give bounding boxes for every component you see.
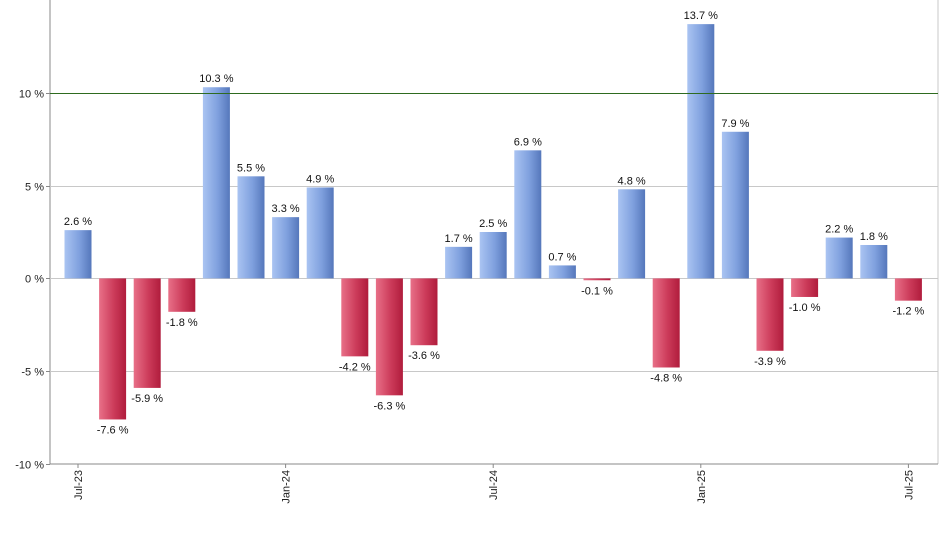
bar-positive <box>687 24 715 279</box>
x-tick-label: Jul-23 <box>73 470 85 500</box>
y-tick-label: 0 % <box>25 274 44 286</box>
y-tick-label: 5 % <box>25 182 44 194</box>
bar-positive <box>272 217 300 279</box>
bar-value-label: 5.5 % <box>237 162 265 174</box>
bar-positive <box>618 189 646 279</box>
bar-positive <box>860 244 888 279</box>
bar-value-labels: 2.6 % -7.6 % -5.9 % -1.8 % 10.3 % 5.5 % 3.3 % 4… <box>64 10 925 436</box>
bar-value-label: -6.3 % <box>374 400 406 412</box>
bar-value-label: 4.8 % <box>618 175 646 187</box>
bar-value-label: -1.2 % <box>893 306 925 318</box>
bar-negative <box>375 278 403 396</box>
bar-negative <box>168 278 196 312</box>
bar-positive <box>548 265 576 279</box>
bar-value-label: -4.2 % <box>339 361 371 373</box>
bar-positive <box>514 150 542 279</box>
bar-negative <box>410 278 438 346</box>
x-tick-label: Jan-25 <box>696 470 708 504</box>
bar-positive <box>825 237 853 279</box>
bar-negative <box>791 278 819 297</box>
y-axis: 10 % 5 % 0 % -5 % -10 % <box>15 89 50 472</box>
y-tick-label: -10 % <box>15 460 44 472</box>
bar-value-label: -3.6 % <box>408 350 440 362</box>
x-tick-label: Jul-25 <box>903 470 915 500</box>
bar-value-label: -7.6 % <box>97 424 129 436</box>
bar-value-label: -4.8 % <box>650 372 682 384</box>
bar-negative <box>583 278 611 281</box>
x-tick-label: Jan-24 <box>281 470 293 504</box>
bar-positive <box>306 187 334 279</box>
bar-negative <box>99 278 127 420</box>
bar-value-label: -1.0 % <box>789 302 821 314</box>
bar-positive <box>479 232 507 279</box>
bar-value-label: 4.9 % <box>306 173 334 185</box>
bar-positive <box>237 176 265 279</box>
bars <box>64 24 922 420</box>
bar-positive <box>721 131 749 279</box>
bar-negative <box>894 278 922 301</box>
bar-value-label: 3.3 % <box>272 203 300 215</box>
bar-value-label: 2.5 % <box>479 218 507 230</box>
y-tick-label: 10 % <box>19 89 44 101</box>
bar-value-label: -0.1 % <box>581 285 613 297</box>
bar-value-label: 10.3 % <box>199 73 233 85</box>
bar-value-label: -3.9 % <box>754 356 786 368</box>
bar-positive <box>202 87 230 279</box>
x-tick-label: Jul-24 <box>488 470 500 500</box>
bar-value-label: -1.8 % <box>166 317 198 329</box>
bar-positive <box>445 246 473 279</box>
bar-value-label: 13.7 % <box>684 10 718 22</box>
bar-value-label: -5.9 % <box>131 393 163 405</box>
bar-value-label: 2.6 % <box>64 216 92 228</box>
bar-value-label: 0.7 % <box>548 251 576 263</box>
bar-value-label: 7.9 % <box>721 118 749 130</box>
bar-value-label: 1.7 % <box>445 233 473 245</box>
bar-negative <box>341 278 369 357</box>
y-tick-label: -5 % <box>21 367 44 379</box>
bar-negative <box>652 278 680 368</box>
bar-negative <box>756 278 784 351</box>
bar-positive <box>64 230 92 279</box>
plot-frame <box>49 0 939 465</box>
bar-negative <box>133 278 161 388</box>
bar-value-label: 6.9 % <box>514 136 542 148</box>
bar-value-label: 1.8 % <box>860 231 888 243</box>
x-axis: Jul-23 Jan-24 Jul-24 Jan-25 Jul-25 <box>73 464 915 504</box>
bar-value-label: 2.2 % <box>825 224 853 236</box>
